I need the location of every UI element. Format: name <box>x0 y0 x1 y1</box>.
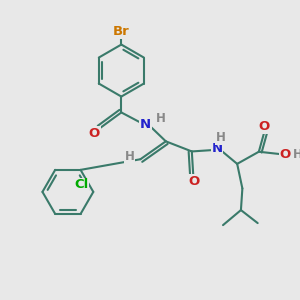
Text: O: O <box>279 148 290 161</box>
Text: Br: Br <box>113 25 130 38</box>
Text: H: H <box>156 112 166 125</box>
Text: N: N <box>140 118 151 131</box>
Text: O: O <box>89 127 100 140</box>
Text: O: O <box>258 120 270 133</box>
Text: N: N <box>212 142 223 155</box>
Text: H: H <box>216 131 226 144</box>
Text: Cl: Cl <box>74 178 88 191</box>
Text: O: O <box>188 175 200 188</box>
Text: H: H <box>292 148 300 161</box>
Text: H: H <box>124 150 134 164</box>
